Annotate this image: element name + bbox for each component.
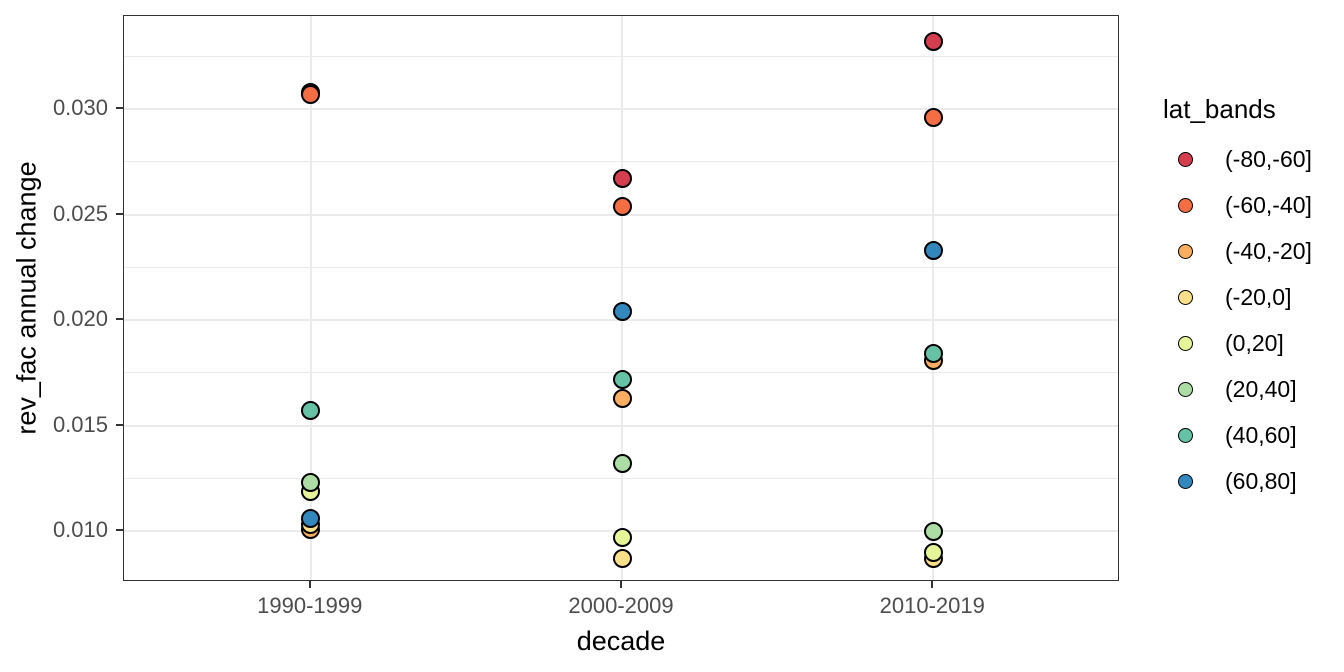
legend-point-icon bbox=[1178, 473, 1193, 489]
data-point bbox=[923, 107, 943, 127]
data-point bbox=[923, 31, 943, 51]
legend-entry-label: (-80,-60] bbox=[1225, 145, 1312, 172]
legend-key bbox=[1163, 381, 1208, 397]
legend-key bbox=[1163, 427, 1208, 443]
data-point bbox=[923, 344, 943, 364]
legend: lat_bands (-80,-60] (-60,-40] (-40,-20] (-2… bbox=[1163, 94, 1343, 504]
gridline-category bbox=[621, 16, 623, 580]
legend-entry: (40,60] bbox=[1163, 412, 1343, 458]
legend-key bbox=[1163, 473, 1208, 489]
data-point bbox=[612, 388, 632, 408]
y-tick-mark bbox=[116, 318, 123, 321]
legend-entry-label: (0,20] bbox=[1225, 329, 1284, 356]
data-point bbox=[923, 240, 943, 260]
legend-entry: (60,80] bbox=[1163, 458, 1343, 504]
y-axis-title: rev_fac annual change bbox=[11, 161, 42, 435]
legend-entry: (0,20] bbox=[1163, 320, 1343, 366]
legend-entry: (-80,-60] bbox=[1163, 136, 1343, 182]
legend-entry-label: (-40,-20] bbox=[1225, 237, 1312, 264]
legend-entry-label: (-20,0] bbox=[1225, 283, 1292, 310]
data-point bbox=[612, 196, 632, 216]
legend-entry: (20,40] bbox=[1163, 366, 1343, 412]
gridline-category bbox=[932, 16, 935, 580]
y-tick-label: 0.010 bbox=[52, 517, 108, 543]
legend-key bbox=[1163, 335, 1208, 351]
y-tick-label: 0.015 bbox=[52, 411, 108, 437]
data-point bbox=[301, 401, 321, 421]
legend-entry: (-20,0] bbox=[1163, 274, 1343, 320]
plot-panel bbox=[123, 15, 1119, 581]
legend-entry-label: (20,40] bbox=[1225, 375, 1297, 402]
data-point bbox=[923, 542, 943, 562]
data-point bbox=[612, 549, 632, 569]
legend-entry-label: (60,80] bbox=[1225, 467, 1297, 494]
legend-key bbox=[1163, 197, 1208, 213]
x-tick-label: 2000-2009 bbox=[568, 593, 674, 618]
x-tick-label: 2010-2019 bbox=[879, 593, 985, 618]
y-tick-label: 0.030 bbox=[52, 94, 108, 120]
data-point bbox=[923, 521, 943, 541]
legend-point-icon bbox=[1178, 335, 1193, 351]
legend-point-icon bbox=[1178, 381, 1193, 397]
data-point bbox=[612, 369, 632, 389]
x-tick-label: 1990-1999 bbox=[257, 593, 363, 618]
y-tick-label: 0.020 bbox=[52, 306, 108, 332]
x-tick-mark bbox=[620, 581, 622, 588]
legend-key bbox=[1163, 243, 1208, 259]
legend-entry-label: (40,60] bbox=[1225, 421, 1297, 448]
gridline-category bbox=[309, 16, 312, 580]
y-tick-mark bbox=[116, 212, 123, 215]
x-tick-mark bbox=[308, 581, 311, 588]
legend-point-icon bbox=[1178, 427, 1193, 443]
data-point bbox=[612, 302, 632, 322]
legend-entry: (-60,-40] bbox=[1163, 182, 1343, 228]
data-point bbox=[612, 169, 632, 189]
legend-entry-label: (-60,-40] bbox=[1225, 191, 1312, 218]
data-point bbox=[612, 528, 632, 548]
x-axis-title: decade bbox=[576, 626, 666, 656]
data-point bbox=[301, 473, 321, 493]
legend-entries: (-80,-60] (-60,-40] (-40,-20] (-20,0] (0,20]… bbox=[1163, 136, 1343, 504]
x-tick-mark bbox=[931, 581, 934, 588]
data-point bbox=[301, 84, 321, 104]
y-tick-mark bbox=[116, 529, 123, 532]
data-point bbox=[301, 509, 321, 529]
legend-key bbox=[1163, 151, 1208, 167]
legend-entry: (-40,-20] bbox=[1163, 228, 1343, 274]
legend-point-icon bbox=[1178, 289, 1193, 305]
y-tick-mark bbox=[116, 106, 123, 109]
legend-title: lat_bands bbox=[1163, 94, 1276, 124]
legend-point-icon bbox=[1178, 243, 1193, 259]
legend-point-icon bbox=[1178, 151, 1193, 167]
y-tick-mark bbox=[116, 423, 123, 426]
legend-key bbox=[1163, 289, 1208, 305]
data-point bbox=[612, 454, 632, 474]
y-tick-label: 0.025 bbox=[52, 200, 108, 226]
legend-point-icon bbox=[1178, 197, 1193, 213]
